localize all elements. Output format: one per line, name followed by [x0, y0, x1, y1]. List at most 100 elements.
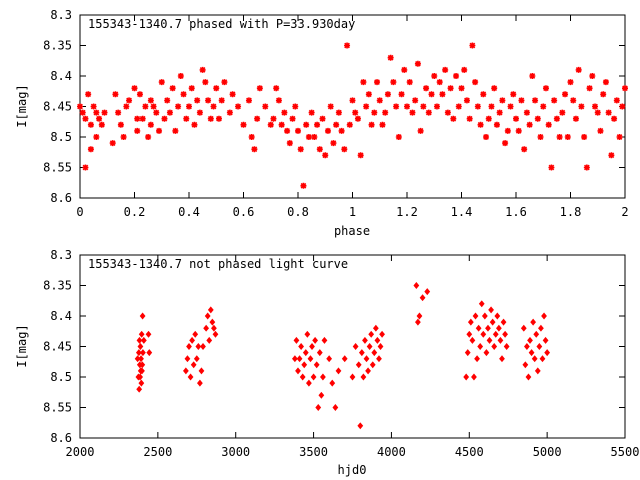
phased-data-point: [136, 91, 143, 98]
phased-data-point: [406, 79, 413, 86]
phased-data-point: [420, 103, 427, 110]
phased-data-point: [93, 134, 100, 140]
unphased-data-point: [533, 330, 540, 338]
unphased-data-point: [135, 349, 142, 357]
unphased-data-point: [528, 349, 535, 357]
unphased-data-point: [136, 385, 143, 393]
unphased-y-tick-label: 8.5: [50, 370, 72, 384]
phased-data-point: [96, 115, 103, 122]
unphased-data-point: [477, 343, 484, 350]
unphased-data-point: [369, 361, 376, 369]
unphased-data-point: [136, 336, 143, 344]
phased-data-point: [275, 97, 282, 104]
phased-data-point: [393, 103, 400, 110]
unphased-data-point: [467, 318, 474, 326]
unphased-y-axis-title: I[mag]: [15, 324, 29, 367]
unphased-data-point: [362, 336, 368, 344]
unphased-data-point: [137, 373, 143, 381]
phased-data-point: [194, 97, 201, 104]
unphased-data-point: [500, 318, 507, 326]
phased-data-point: [82, 164, 89, 171]
phased-data-point: [120, 134, 127, 140]
unphased-data-point: [416, 312, 423, 320]
phased-data-point: [156, 127, 163, 134]
unphased-x-tick-label: 5000: [533, 445, 562, 459]
unphased-data-point: [182, 367, 189, 375]
phased-data-point: [150, 103, 157, 110]
phased-data-point: [365, 91, 372, 98]
unphased-data-point: [291, 355, 298, 363]
phased-y-axis-title: I[mag]: [15, 84, 29, 127]
phased-data-point: [286, 140, 293, 147]
phased-data-point: [412, 97, 419, 104]
unphased-data-point: [139, 312, 146, 320]
unphased-data-point: [137, 343, 144, 350]
unphased-data-point: [189, 336, 196, 344]
unphased-data-point: [360, 373, 367, 381]
phased-data-point: [496, 109, 503, 116]
unphased-data-point: [211, 324, 217, 332]
phased-data-point: [602, 79, 609, 86]
unphased-y-tick-label: 8.35: [43, 279, 72, 293]
unphased-data-point: [541, 312, 547, 320]
phased-data-point: [382, 109, 389, 116]
unphased-data-point: [195, 343, 202, 350]
unphased-data-point: [472, 312, 479, 320]
unphased-data-point: [474, 355, 480, 363]
phased-data-point: [177, 73, 184, 79]
unphased-data-point: [186, 343, 192, 350]
phased-data-point: [387, 54, 394, 61]
phased-data-point: [87, 121, 94, 128]
unphased-data-point: [366, 343, 373, 350]
phased-data-point: [537, 134, 544, 140]
phased-data-point: [308, 109, 315, 116]
phased-data-point: [354, 115, 361, 122]
unphased-y-tick-label: 8.6: [50, 431, 72, 445]
phased-data-point: [352, 109, 359, 116]
phased-data-point: [597, 127, 604, 134]
phased-x-ticks: 0 0.2 0.4 0.6 0.8 1 1.2 1.4 1.6 1.8 2: [76, 15, 629, 219]
phased-data-point: [158, 79, 165, 86]
phased-data-point: [523, 109, 530, 116]
phased-data-point: [101, 109, 108, 116]
phased-data-point: [172, 127, 179, 134]
phased-x-tick-label: 1.8: [560, 205, 582, 219]
phased-x-tick-label: 0.6: [233, 205, 255, 219]
unphased-data-point: [491, 343, 498, 350]
phased-data-point: [186, 103, 192, 110]
phased-data-point: [314, 121, 321, 128]
phased-data-point: [330, 140, 337, 147]
phased-data-point: [485, 115, 492, 122]
phased-data-point: [322, 152, 329, 159]
phased-data-point: [540, 103, 547, 110]
phased-data-point: [444, 109, 451, 116]
phased-data-point: [589, 73, 596, 79]
phased-data-point: [278, 121, 285, 128]
phased-data-point: [439, 91, 446, 98]
phased-y-tick-label: 8.6: [50, 191, 72, 205]
phased-data-point: [98, 121, 105, 128]
unphased-data-point: [298, 343, 305, 350]
phased-data-point: [175, 103, 182, 110]
phased-data-point: [578, 103, 585, 110]
unphased-data-point: [318, 391, 325, 399]
unphased-data-point: [503, 343, 510, 350]
unphased-data-point: [321, 336, 328, 344]
phased-data-point: [395, 134, 402, 140]
phased-data-point: [213, 85, 220, 92]
unphased-data-point: [296, 355, 303, 363]
phased-data-point: [453, 73, 460, 79]
phased-data-point: [316, 146, 323, 153]
phased-data-point: [256, 85, 263, 92]
unphased-data-point: [377, 343, 384, 350]
phased-x-tick-label: 0.2: [124, 205, 146, 219]
phased-data-point: [433, 103, 440, 110]
unphased-data-point: [138, 330, 145, 338]
phased-data-point: [324, 127, 331, 134]
phased-data-point: [564, 134, 571, 140]
unphased-data-point: [495, 324, 502, 332]
unphased-data-point: [372, 324, 379, 332]
phased-data-point: [502, 140, 509, 147]
phased-data-point: [191, 121, 198, 128]
